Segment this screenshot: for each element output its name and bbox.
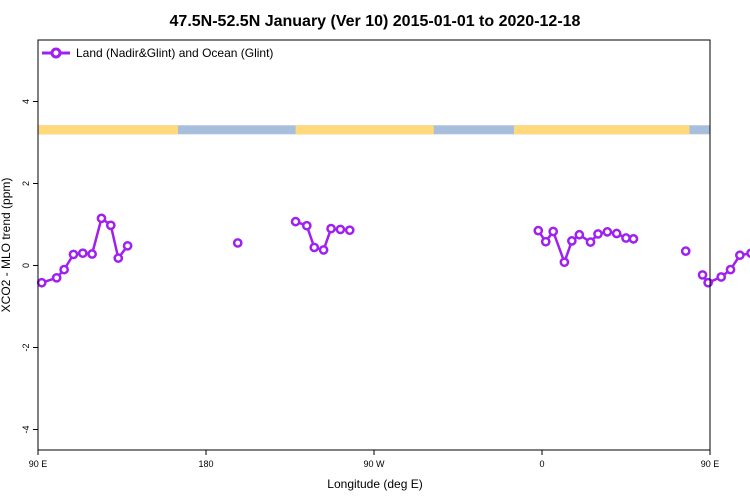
y-tick-label: 4 xyxy=(21,99,31,104)
legend: Land (Nadir&Glint) and Ocean (Glint) xyxy=(42,46,273,60)
data-point xyxy=(59,264,69,275)
data-point xyxy=(309,242,320,253)
surface-type-strip xyxy=(38,125,710,135)
data-point xyxy=(113,253,124,263)
strip-land-segment xyxy=(295,125,434,135)
data-point xyxy=(697,270,708,280)
strip-land-segment xyxy=(38,125,178,135)
data-point xyxy=(326,223,336,234)
axes: 90 E 180 90 W 0 90 E -4 -2 0 2 4 xyxy=(21,99,719,469)
chart-title: 47.5N-52.5N January (Ver 10) 2015-01-01 … xyxy=(170,13,581,30)
x-tick-label: 90 W xyxy=(363,459,385,469)
data-point xyxy=(96,213,107,224)
data-point xyxy=(574,229,585,240)
data-point xyxy=(567,236,577,246)
y-tick-label: -4 xyxy=(21,425,31,433)
series-layer xyxy=(36,213,750,288)
data-point xyxy=(680,246,691,256)
data-point xyxy=(301,220,312,231)
data-point xyxy=(725,264,736,275)
data-point xyxy=(611,228,622,239)
legend-label: Land (Nadir&Glint) and Ocean (Glint) xyxy=(76,46,273,60)
data-point xyxy=(716,272,727,282)
data-point xyxy=(344,225,355,236)
data-point xyxy=(318,245,329,255)
data-point xyxy=(593,229,603,239)
data-point xyxy=(77,248,88,259)
data-point xyxy=(36,277,47,288)
data-point xyxy=(105,220,116,231)
data-point xyxy=(87,249,97,259)
data-point xyxy=(602,227,613,237)
data-point xyxy=(533,225,544,236)
data-point xyxy=(335,224,346,235)
data-point xyxy=(540,236,551,247)
y-axis-label: XCO2 - MLO trend (ppm) xyxy=(0,178,13,313)
y-tick-label: 0 xyxy=(21,263,31,268)
data-point xyxy=(68,249,79,260)
y-tick-label: -2 xyxy=(21,343,31,351)
data-point xyxy=(51,272,62,283)
x-tick-label: 90 E xyxy=(29,459,48,469)
data-point xyxy=(232,238,243,248)
data-point xyxy=(585,237,596,247)
data-point xyxy=(735,250,745,261)
legend-marker-swatch xyxy=(50,47,62,59)
data-point xyxy=(621,233,631,243)
data-point xyxy=(746,248,750,258)
x-tick-label: 0 xyxy=(539,459,544,469)
strip-land-segment xyxy=(514,125,690,135)
data-point xyxy=(559,257,570,268)
x-tick-label: 90 E xyxy=(701,459,720,469)
data-point xyxy=(703,277,713,288)
data-point xyxy=(548,226,559,237)
data-point xyxy=(290,216,301,227)
x-axis-label: Longitude (deg E) xyxy=(327,477,422,491)
data-point xyxy=(628,234,639,244)
x-tick-label: 180 xyxy=(198,459,213,469)
y-tick-label: 2 xyxy=(21,181,31,186)
plot-frame xyxy=(37,39,711,451)
data-point xyxy=(122,240,133,251)
